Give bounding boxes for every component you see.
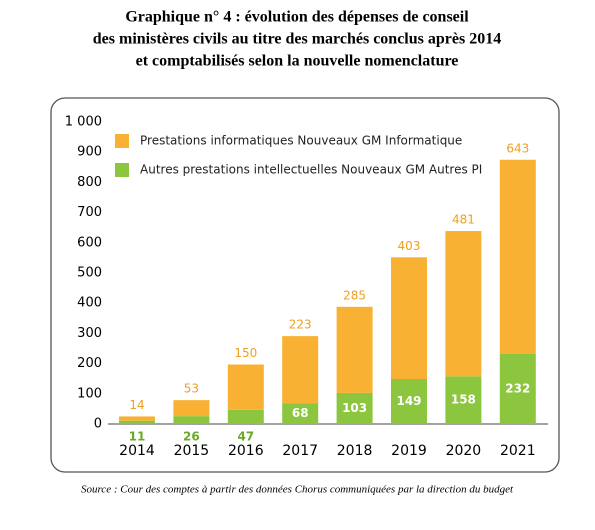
data-label: 232 [505,381,530,395]
data-label: 14 [129,398,144,412]
y-tick-label: 200 [77,356,102,371]
data-label: 403 [398,239,421,253]
y-tick-label: 300 [77,326,102,341]
bar-segment [336,392,373,424]
y-tick-label: 1 000 [65,115,102,130]
legend-label: Prestations informatiques Nouveaux GM In… [140,134,462,148]
bar-segment [119,420,155,424]
x-tick-label: 2016 [228,443,264,459]
x-tick-label: 2015 [174,443,210,459]
chart-frame [50,97,560,473]
bar-segment [391,379,427,424]
x-tick-label: 2017 [282,443,318,459]
bar-segment [173,416,210,424]
bar-segment [227,364,264,410]
y-tick-label: 0 [94,417,102,432]
y-tick-label: 100 [77,386,102,401]
data-label: 285 [343,288,366,302]
y-tick-label: 700 [77,205,102,220]
chart-title: des ministères civils au titre des march… [93,31,501,48]
x-tick-label: 2020 [446,443,482,459]
y-tick-label: 600 [77,235,102,250]
bar-segment [173,400,210,417]
data-label: 103 [342,401,367,415]
y-tick-label: 800 [77,175,102,190]
y-tick-label: 900 [77,145,102,160]
bar-segment [499,159,536,354]
data-label: 26 [183,430,200,444]
chart-title: Graphique n° 4 : évolution des dépenses … [125,9,469,26]
legend-swatch [115,134,129,148]
bar-segment [445,376,482,424]
x-tick-label: 2021 [500,443,536,459]
bar-segment [282,336,319,404]
legend-label: Autres prestations intellectuelles Nouve… [140,163,482,177]
legend-swatch [115,163,129,177]
data-label: 481 [452,213,475,227]
data-label: 223 [289,318,312,332]
chart-title: et comptabilisés selon la nouvelle nomen… [136,53,459,70]
y-tick-label: 400 [77,296,102,311]
bar-segment [499,353,536,424]
data-label: 68 [292,406,309,420]
bar-segment [282,403,319,424]
data-label: 11 [129,430,146,444]
data-label: 149 [396,394,421,408]
data-label: 53 [184,382,199,396]
x-tick-label: 2014 [119,443,155,459]
bar-segment [227,409,264,424]
x-tick-label: 2019 [391,443,427,459]
data-label: 47 [237,430,254,444]
y-tick-label: 500 [77,266,102,281]
bar-segment [119,416,155,421]
bar-segment [391,257,427,380]
source-note: Source : Cour des comptes à partir des d… [81,484,514,496]
x-tick-label: 2018 [337,443,373,459]
data-label: 643 [506,141,529,155]
bar-segment [336,306,373,393]
data-label: 158 [451,393,476,407]
bar-segment [445,231,482,377]
data-label: 150 [234,346,257,360]
